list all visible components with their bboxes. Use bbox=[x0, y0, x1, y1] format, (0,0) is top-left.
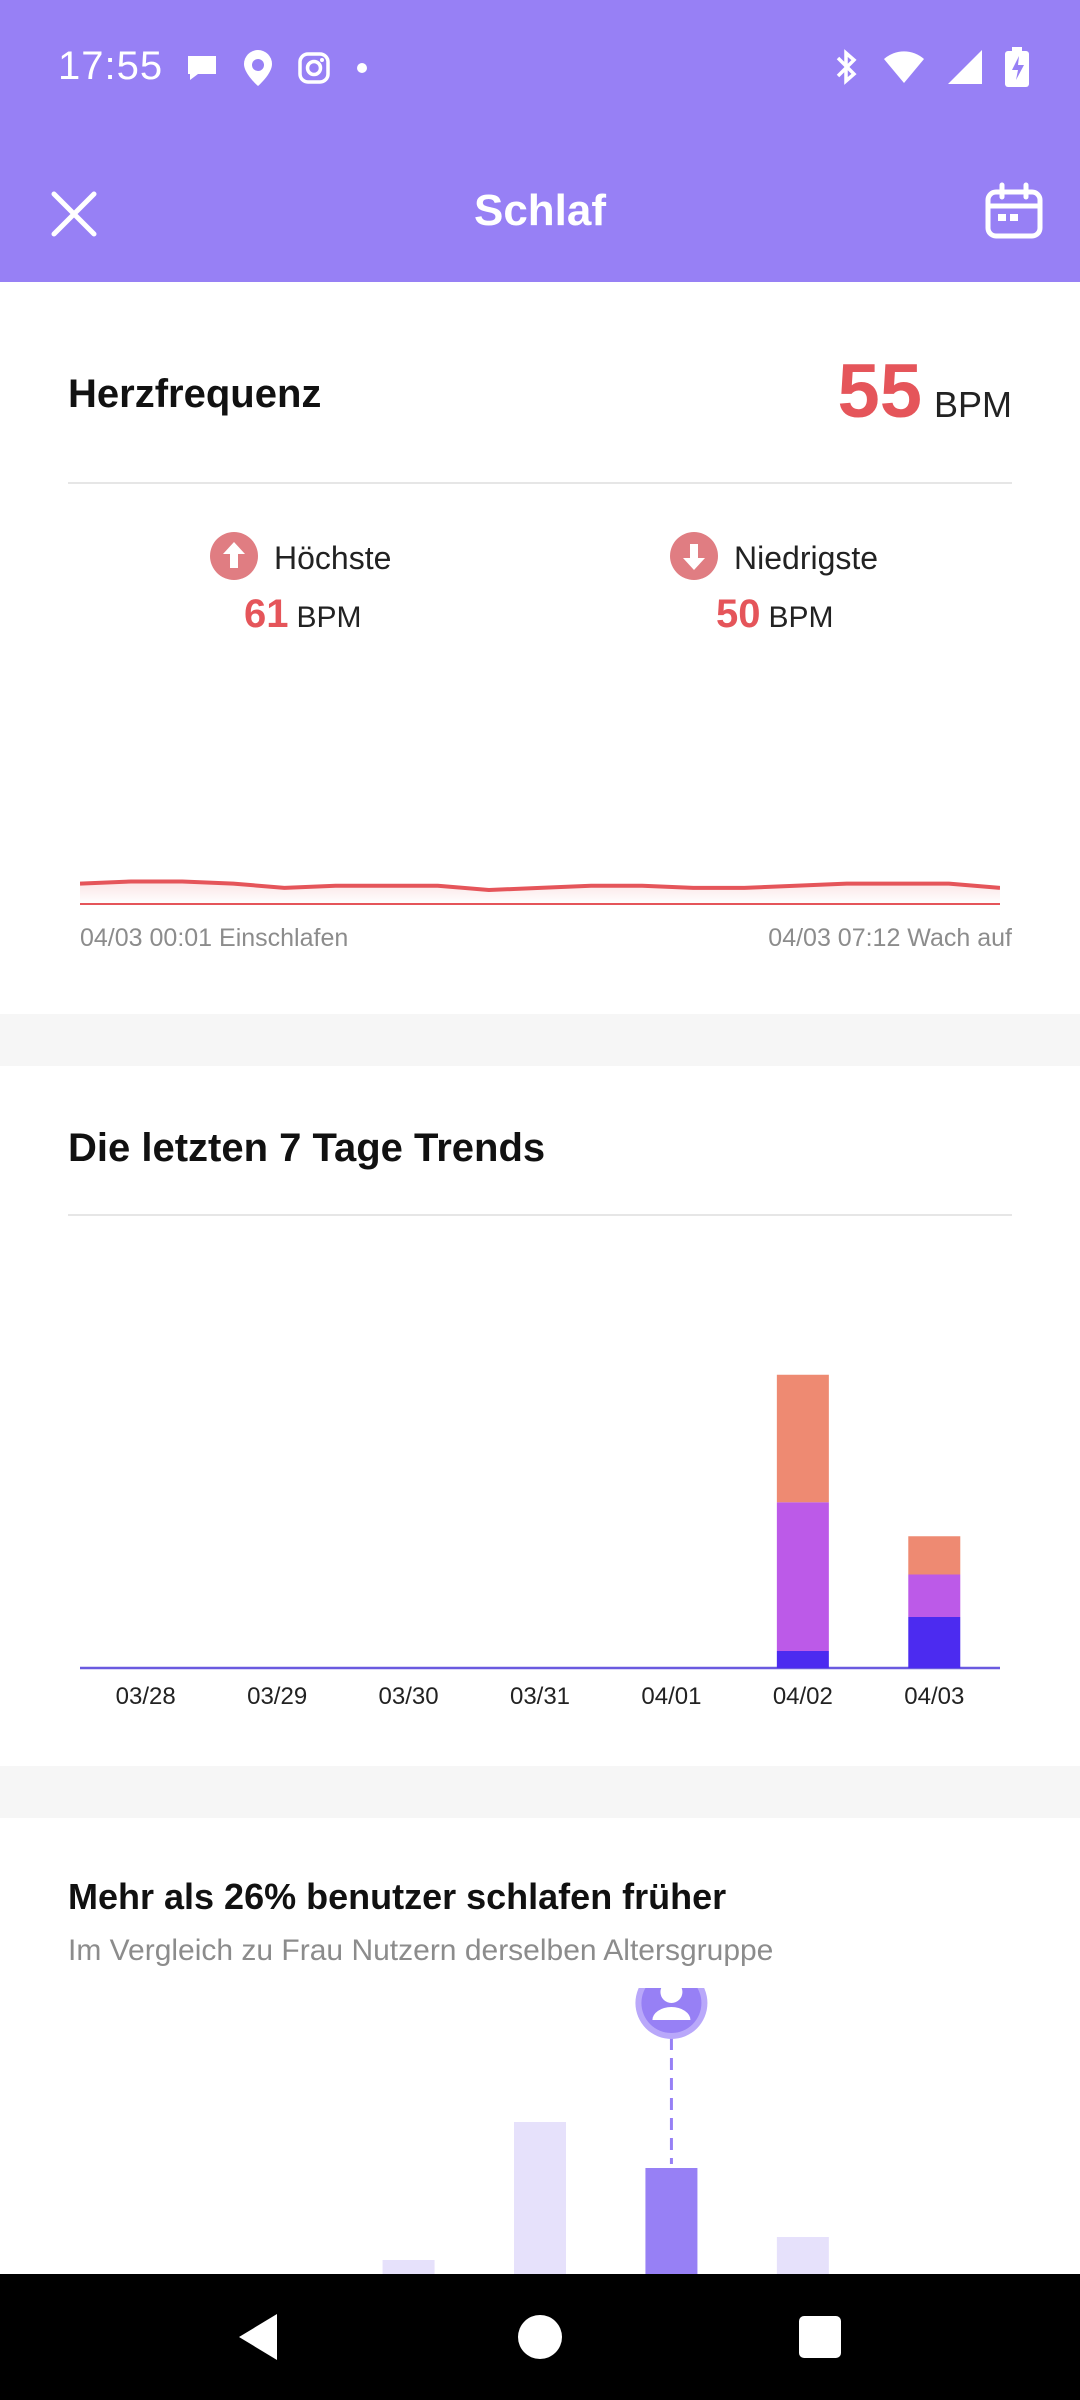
arrow-down-circle-icon bbox=[670, 532, 718, 585]
arrow-up-circle-icon bbox=[210, 532, 258, 585]
dot-icon bbox=[352, 58, 372, 83]
lowest-label: Niedrigste bbox=[734, 540, 879, 576]
trend-bar-segment bbox=[908, 1536, 961, 1575]
comparison-title: Mehr als 26% benutzer schlafen früher bbox=[68, 1876, 727, 1917]
trends-bar-chart: 03/28 03/29 03/30 03/31 04/01 04/02 04/03 bbox=[80, 1374, 1000, 1710]
divider bbox=[68, 482, 1012, 484]
instagram-icon bbox=[296, 50, 332, 91]
trends-section: Die letzten 7 Tage Trends 03/28 03/29 03/3… bbox=[0, 1066, 1080, 1766]
trend-x-tick-label: 04/02 bbox=[773, 1683, 833, 1710]
trends-title: Die letzten 7 Tage Trends bbox=[68, 1126, 546, 1170]
comparison-section: Mehr als 26% benutzer schlafen früher Im… bbox=[0, 1818, 1080, 2306]
trend-x-tick-label: 04/01 bbox=[641, 1683, 701, 1710]
recents-button[interactable] bbox=[785, 2302, 855, 2372]
trend-bar-segment bbox=[908, 1574, 961, 1617]
highest-value: 61 bbox=[244, 592, 289, 636]
trend-x-tick-label: 03/30 bbox=[379, 1683, 439, 1710]
sleep-start-time: 04/03 00:01 Einschlafen bbox=[80, 924, 349, 952]
chat-bubble-icon bbox=[184, 50, 220, 91]
trend-x-tick-label: 04/03 bbox=[904, 1683, 964, 1710]
close-icon bbox=[51, 191, 97, 237]
back-icon bbox=[239, 2314, 277, 2360]
status-bar: 17:55 bbox=[0, 0, 1080, 130]
calendar-icon bbox=[985, 182, 1043, 239]
trend-bar-segment bbox=[908, 1617, 961, 1668]
calendar-button[interactable] bbox=[982, 180, 1046, 244]
lowest-unit: BPM bbox=[768, 601, 834, 634]
divider bbox=[68, 1214, 1012, 1216]
cell-signal-icon bbox=[946, 48, 984, 91]
status-time: 17:55 bbox=[58, 44, 164, 88]
notification-icons bbox=[184, 48, 372, 93]
heart-rate-title: Herzfrequenz bbox=[68, 372, 322, 416]
navigation-bar bbox=[0, 2274, 1080, 2400]
trend-bar-segment bbox=[776, 1502, 829, 1651]
heart-rate-line-chart bbox=[80, 879, 1000, 905]
home-icon bbox=[518, 2315, 562, 2359]
user-avatar-icon bbox=[635, 1988, 708, 2039]
trend-bar-segment bbox=[776, 1374, 829, 1503]
paw-location-icon bbox=[240, 48, 276, 93]
highest-label: Höchste bbox=[274, 540, 392, 576]
lowest-value: 50 bbox=[716, 592, 761, 636]
recents-icon bbox=[799, 2316, 841, 2358]
lowest-stat: Niedrigste 50 BPM bbox=[670, 532, 879, 636]
heart-rate-value: 55 bbox=[837, 349, 922, 434]
close-button[interactable] bbox=[44, 184, 104, 244]
header: 17:55 bbox=[0, 0, 1080, 282]
home-button[interactable] bbox=[505, 2302, 575, 2372]
highest-stat: Höchste 61 BPM bbox=[210, 532, 392, 636]
comparison-subtitle: Im Vergleich zu Frau Nutzern derselben A… bbox=[68, 1934, 774, 1967]
toolbar: Schlaf bbox=[0, 168, 1080, 258]
trend-x-tick-label: 03/31 bbox=[510, 1683, 570, 1710]
system-icons bbox=[832, 46, 1030, 93]
highest-unit: BPM bbox=[296, 601, 362, 634]
trend-bar-segment bbox=[776, 1651, 829, 1668]
battery-charging-icon bbox=[1004, 46, 1030, 93]
heart-rate-series-line bbox=[80, 879, 1000, 892]
section-gap bbox=[0, 1766, 1080, 1818]
trend-x-tick-label: 03/29 bbox=[247, 1683, 307, 1710]
trend-x-tick-label: 03/28 bbox=[116, 1683, 176, 1710]
heart-rate-current: 55 BPM bbox=[837, 348, 1012, 435]
wifi-icon bbox=[882, 49, 926, 90]
distribution-bar-chart bbox=[382, 1988, 961, 2306]
heart-rate-unit: BPM bbox=[933, 384, 1012, 425]
back-button[interactable] bbox=[225, 2302, 295, 2372]
section-gap bbox=[0, 1014, 1080, 1066]
bluetooth-icon bbox=[832, 47, 862, 92]
page-title: Schlaf bbox=[473, 186, 607, 235]
heart-rate-section: Herzfrequenz 55 BPM Höchste 61 BPM bbox=[0, 282, 1080, 1014]
wake-up-time: 04/03 07:12 Wach auf bbox=[768, 924, 1012, 952]
